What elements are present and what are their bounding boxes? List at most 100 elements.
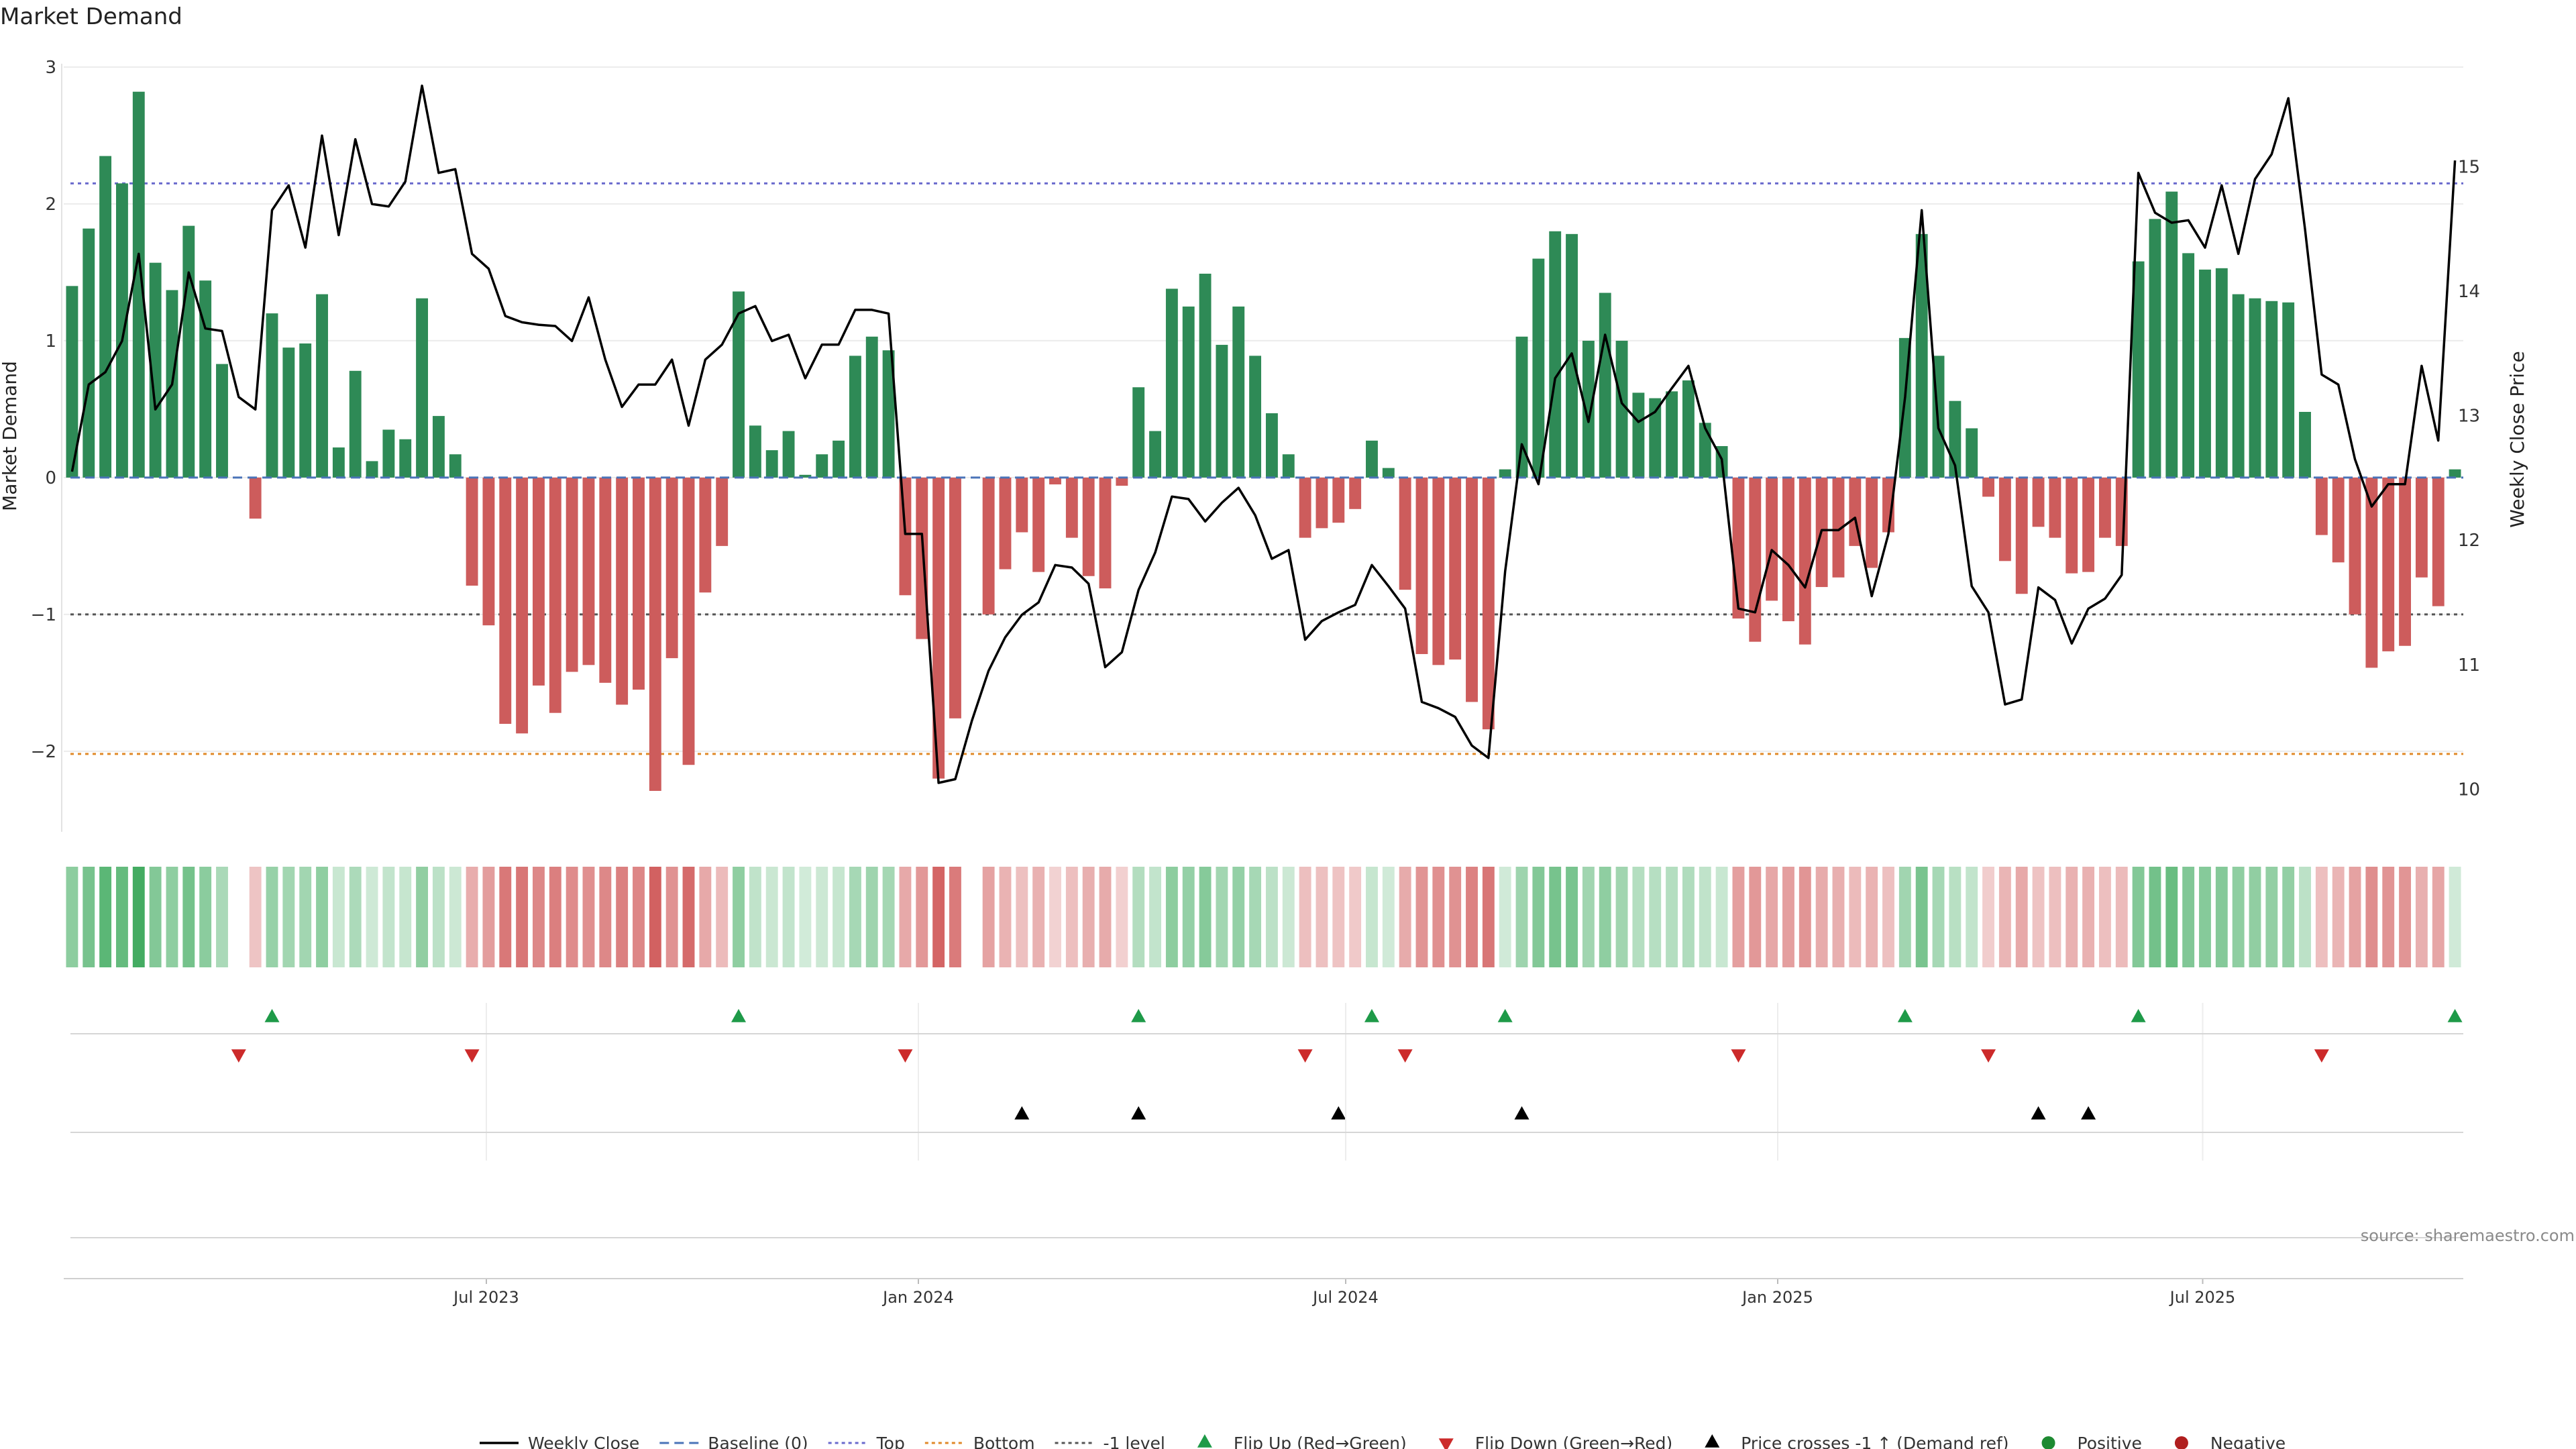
flip-up-marker xyxy=(1131,1009,1146,1022)
heat-cell xyxy=(749,867,761,967)
heat-cell xyxy=(166,867,178,967)
flip-down-marker xyxy=(898,1049,913,1063)
negative-bar xyxy=(2399,477,2412,646)
negative-bar xyxy=(566,477,578,672)
heat-cell xyxy=(349,867,362,967)
heat-cell xyxy=(432,867,445,967)
legend-item: -1 level xyxy=(1055,1434,1165,1449)
price-cross-marker xyxy=(2081,1106,2096,1120)
heat-cell xyxy=(733,867,745,967)
legend-label: Price crosses -1 ↑ (Demand ref) xyxy=(1741,1434,2008,1449)
price-cross-marker xyxy=(1131,1106,1146,1120)
heat-cell xyxy=(1815,867,1828,967)
heat-cell xyxy=(1499,867,1511,967)
negative-bar xyxy=(899,477,912,596)
positive-bar xyxy=(1382,468,1395,478)
heat-cell xyxy=(1249,867,1262,967)
negative-bar xyxy=(482,477,495,626)
heat-cell xyxy=(616,867,629,967)
positive-bar xyxy=(2199,269,2211,478)
heat-cell xyxy=(199,867,212,967)
heat-cell xyxy=(1049,867,1061,967)
heat-cell xyxy=(1332,867,1345,967)
x-tick-label: Jul 2023 xyxy=(452,1288,519,1307)
heat-cell xyxy=(1232,867,1245,967)
negative-bar xyxy=(2415,477,2428,578)
positive-bar xyxy=(1366,440,1378,478)
negative-bar xyxy=(1732,477,1745,619)
negative-bar xyxy=(1332,477,1345,523)
legend-label: Bottom xyxy=(973,1434,1035,1449)
heat-cell xyxy=(499,867,512,967)
positive-bar xyxy=(115,183,128,478)
flip-down-marker xyxy=(1297,1049,1313,1063)
positive-bar xyxy=(1915,233,1928,478)
heat-cell xyxy=(1715,867,1728,967)
heat-cell xyxy=(1649,867,1662,967)
heat-cell xyxy=(899,867,912,967)
x-axis: Jul 2023 Jan 2024 Jul 2024 Jan 2025 Jul 2025 xyxy=(64,1003,2463,1307)
positive-bar xyxy=(749,425,761,478)
positive-bar xyxy=(1149,431,1161,478)
legend-label: Weekly Close xyxy=(528,1434,639,1449)
heat-cell xyxy=(466,867,478,967)
heat-cell xyxy=(2299,867,2311,967)
flip-up-marker xyxy=(1364,1009,1379,1022)
heat-cell xyxy=(1566,867,1578,967)
heat-cell xyxy=(1299,867,1311,967)
legend-label: Top xyxy=(876,1434,905,1449)
y2-tick-label: 12 xyxy=(2458,531,2480,551)
negative-bar xyxy=(1998,477,2011,561)
demand-bars xyxy=(66,91,2461,791)
legend-item: Baseline (0) xyxy=(659,1434,808,1449)
negative-bar xyxy=(649,477,661,791)
negative-bar xyxy=(1032,477,1045,572)
negative-bar xyxy=(1349,477,1362,509)
positive-bar xyxy=(1699,423,1711,478)
positive-bar xyxy=(299,343,312,478)
heat-cell xyxy=(2449,867,2461,967)
heat-cell xyxy=(1982,867,1994,967)
heat-cell xyxy=(1466,867,1478,967)
y-tick-label: 3 xyxy=(45,58,56,78)
heat-cell xyxy=(2032,867,2045,967)
positive-bar xyxy=(865,336,878,478)
price-cross-marker xyxy=(2031,1106,2046,1120)
positive-bar xyxy=(2265,301,2278,478)
negative-bar xyxy=(499,477,512,724)
negative-bar xyxy=(1866,477,1878,568)
heat-cell xyxy=(2149,867,2161,967)
y2-tick-label: 13 xyxy=(2458,407,2480,427)
flip-up-marker xyxy=(2447,1009,2463,1022)
negative-bar xyxy=(2382,477,2395,651)
positive-bar xyxy=(1632,392,1645,478)
heat-cell xyxy=(216,867,228,967)
heat-cell xyxy=(2132,867,2145,967)
heat-cell xyxy=(1898,867,1911,967)
heat-cell xyxy=(2382,867,2395,967)
negative-bar xyxy=(999,477,1012,570)
negative-bar xyxy=(682,477,695,765)
flip-up-marker xyxy=(1497,1009,1513,1022)
heat-cell xyxy=(833,867,845,967)
heat-cell xyxy=(1366,867,1378,967)
negative-bar xyxy=(1082,477,1095,576)
positive-bar xyxy=(2299,411,2311,478)
heat-cell xyxy=(1582,867,1595,967)
y-tick-label: 0 xyxy=(45,468,56,488)
negative-bar xyxy=(1482,477,1495,730)
positive-bar xyxy=(132,91,145,478)
heat-cell xyxy=(399,867,412,967)
heat-cell xyxy=(1199,867,1212,967)
y-tick-label: 1 xyxy=(45,331,56,352)
heat-cell xyxy=(1016,867,1028,967)
negative-bar xyxy=(633,477,645,690)
flip-down-marker xyxy=(1731,1049,1746,1063)
legend-item: Positive xyxy=(2041,1434,2142,1449)
negative-bar xyxy=(2015,477,2028,594)
negative-bar xyxy=(533,477,545,686)
legend-item: Bottom xyxy=(924,1434,1035,1449)
heat-cell xyxy=(1599,867,1611,967)
positive-bar xyxy=(416,298,429,478)
negative-bar xyxy=(2315,477,2328,535)
